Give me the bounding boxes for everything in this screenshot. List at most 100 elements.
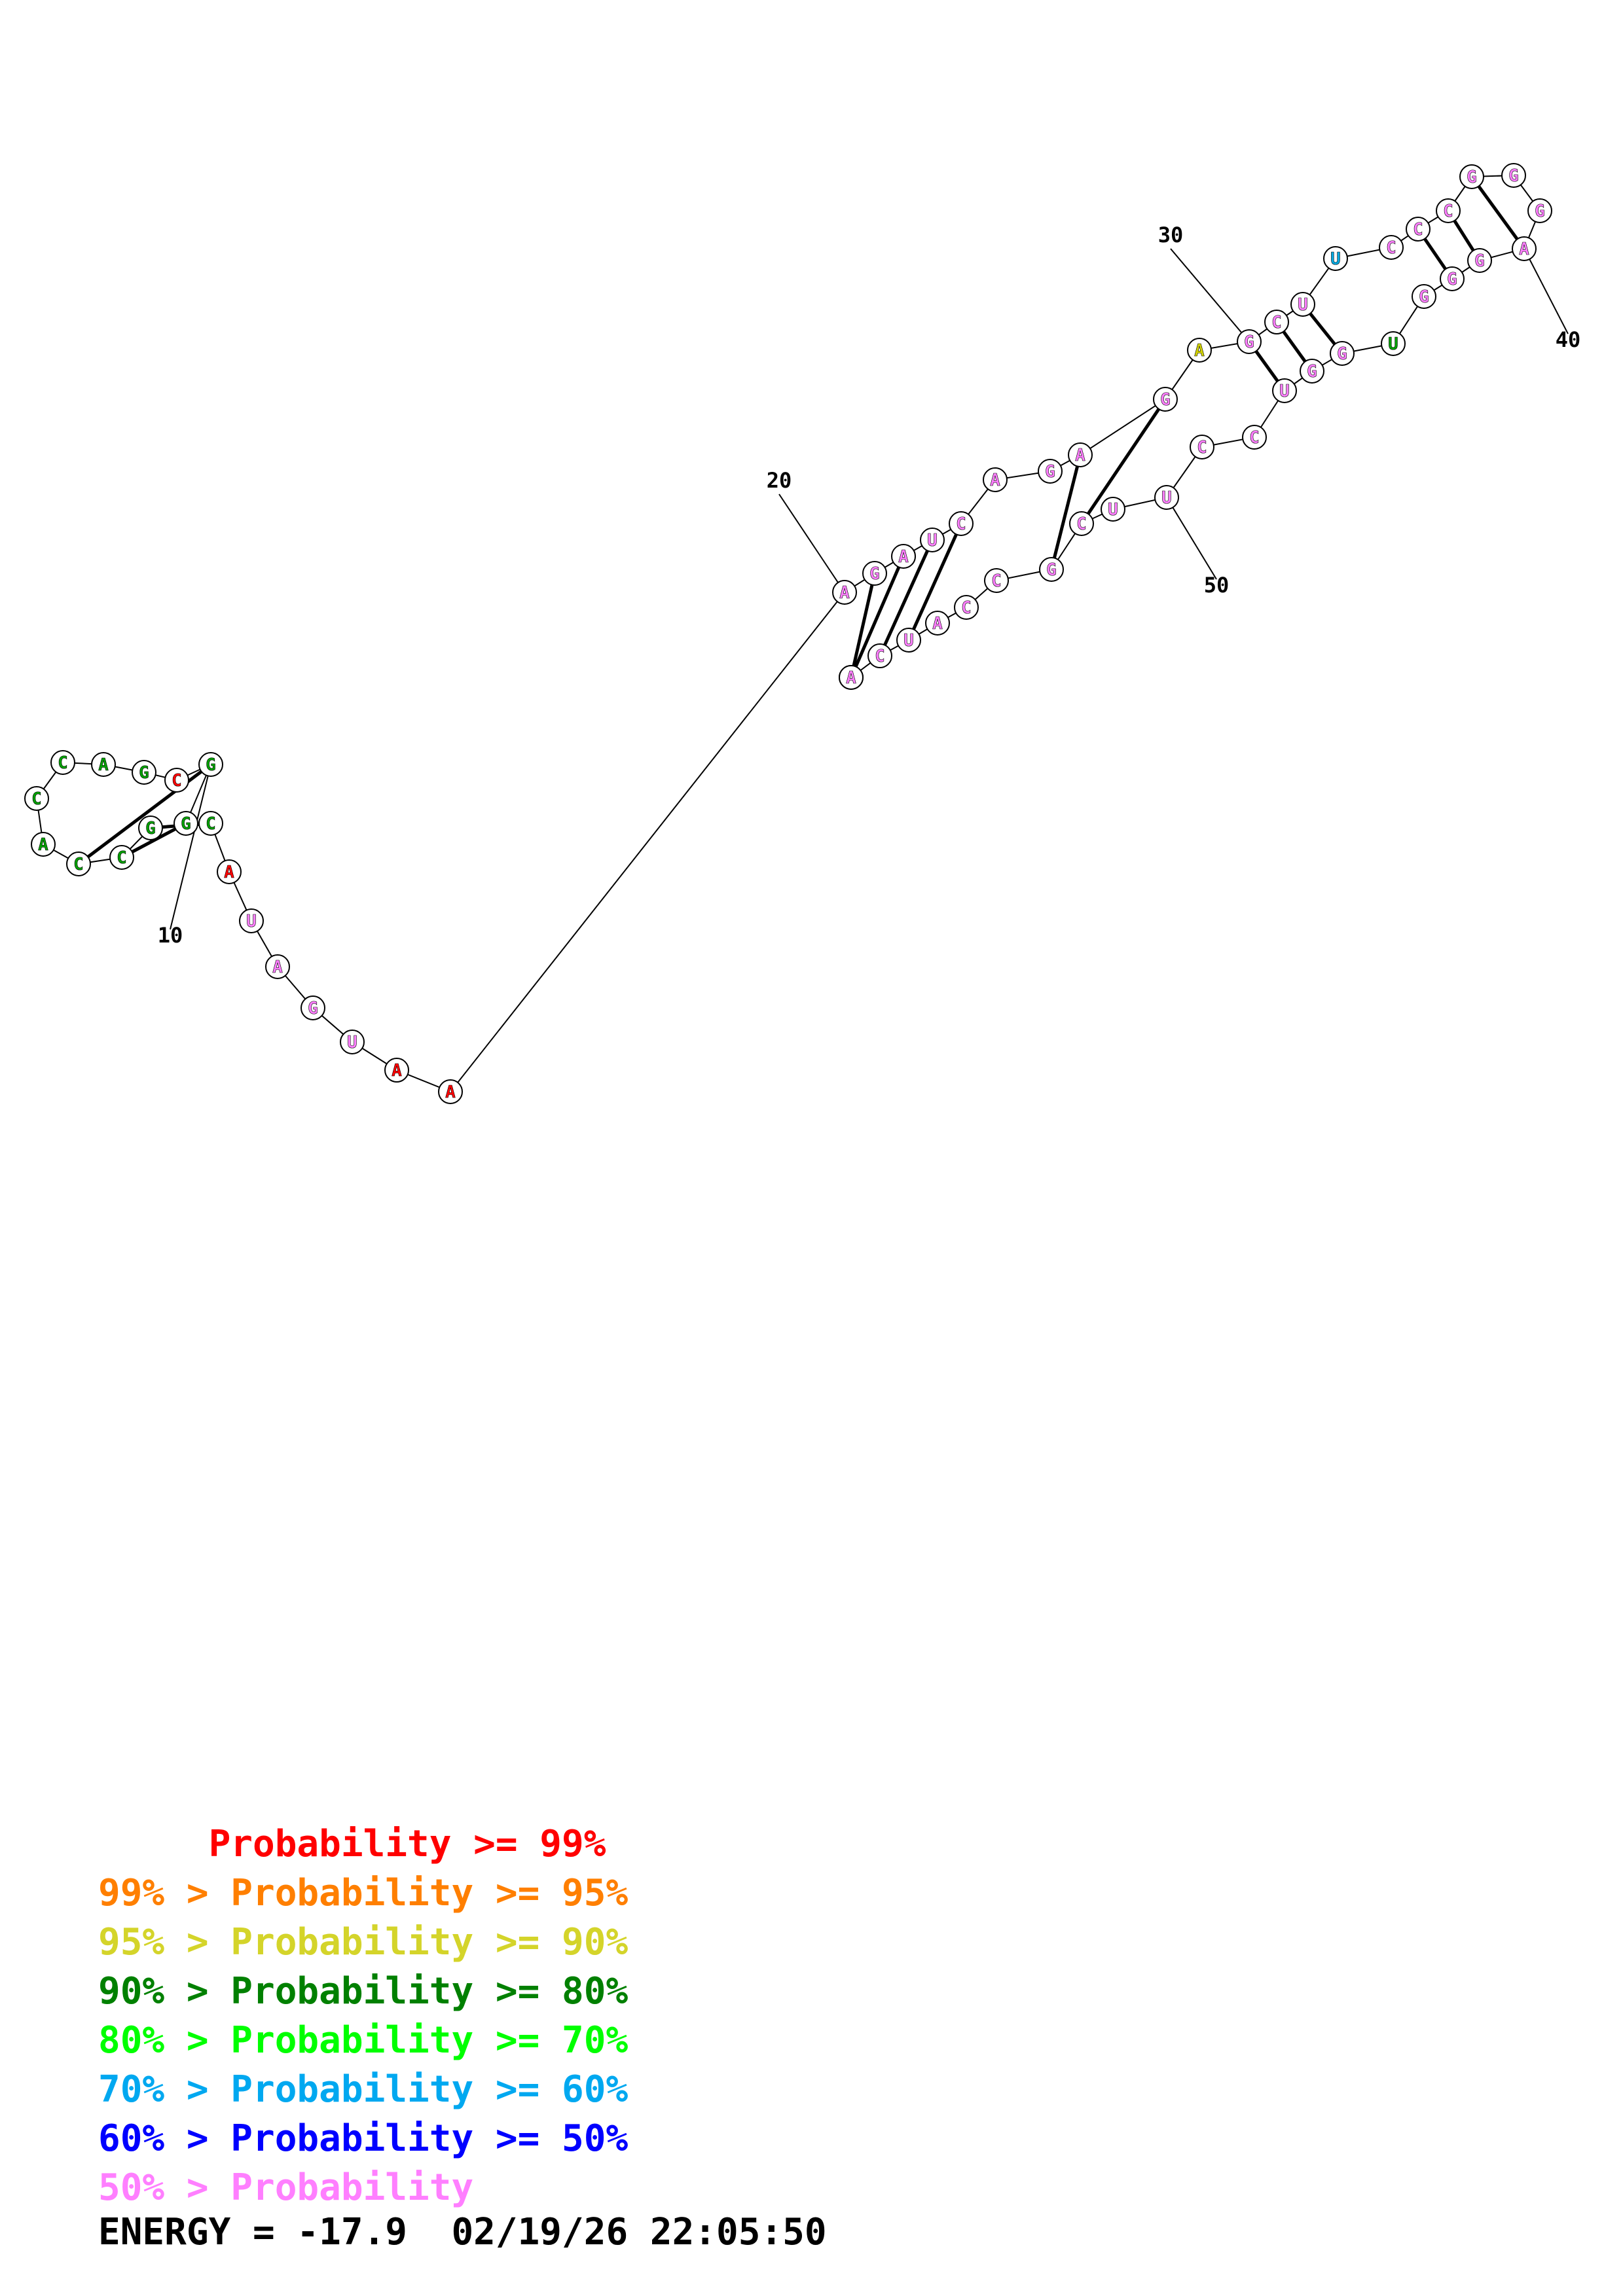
nucleotide: G	[862, 561, 887, 586]
index-label: 40	[1556, 327, 1581, 352]
nucleotide-letter: C	[31, 789, 42, 809]
nucleotide-circle	[1290, 292, 1315, 317]
index-leader-line	[1166, 497, 1217, 580]
energy-readout: ENERGY = -17.9 02/19/26 22:05:50	[98, 2211, 827, 2253]
nucleotide-letter: U	[903, 631, 914, 651]
nucleotide: G	[198, 752, 223, 777]
nucleotide: G	[1300, 359, 1324, 384]
nucleotide-letter: G	[1447, 270, 1457, 289]
nucleotide-letter: U	[1330, 249, 1341, 269]
index-leader-line	[778, 493, 845, 593]
nucleotide-letter: G	[1419, 287, 1429, 307]
nucleotide: C	[109, 845, 134, 870]
nucleotide-letter: G	[139, 763, 149, 783]
nucleotide-circle	[1264, 310, 1289, 334]
nucleotide-circle	[1501, 163, 1526, 188]
nucleotide-circle	[984, 568, 1009, 593]
nucleotide: A	[265, 954, 290, 979]
nucleotide-circle	[1153, 387, 1178, 412]
nucleotide: G	[1237, 329, 1262, 354]
nucleotide: A	[217, 859, 242, 884]
nucleotide-circle	[1330, 341, 1355, 366]
nucleotide-circle	[891, 544, 916, 569]
index-leader-line	[1170, 248, 1250, 342]
nucleotide-letter: G	[308, 999, 318, 1018]
nucleotide: C	[954, 595, 979, 620]
nucleotide: C	[1242, 425, 1267, 450]
nucleotide: G	[1467, 248, 1492, 273]
nucleotide: A	[31, 832, 56, 857]
base-pair-line	[878, 539, 934, 657]
nucleotide-letter: A	[932, 614, 943, 634]
nucleotide: U	[920, 528, 945, 552]
index-leader-line	[1523, 248, 1569, 334]
nucleotide-letter: C	[1271, 313, 1282, 332]
base-pair-line	[1049, 454, 1082, 570]
nucleotide-letter: U	[927, 531, 938, 550]
nucleotide-circle	[920, 528, 945, 552]
nucleotide-letter: U	[347, 1033, 357, 1052]
nucleotide-circle	[1237, 329, 1262, 354]
base-pair-line	[1080, 398, 1167, 525]
nucleotide-letter: C	[1443, 202, 1453, 221]
nucleotide: A	[983, 467, 1008, 492]
nucleotide: A	[438, 1079, 463, 1104]
nucleotide-letter: G	[1535, 202, 1545, 221]
nucleotide-circle	[1101, 497, 1125, 522]
nucleotide: G	[1412, 284, 1436, 309]
nucleotide-circle	[1527, 198, 1552, 223]
nucleotide-letter: A	[38, 835, 48, 855]
nucleotide: U	[1323, 246, 1348, 271]
nucleotide: A	[1068, 442, 1093, 467]
backbone-segment	[450, 592, 845, 1092]
nucleotide: C	[1264, 310, 1289, 334]
nucleotide-letter: G	[1307, 362, 1317, 382]
nucleotide: U	[1381, 331, 1406, 356]
nucleotide-letter: C	[1197, 438, 1207, 457]
index-label: 10	[158, 923, 183, 948]
nucleotide-letter: G	[1474, 251, 1485, 271]
nucleotide: C	[164, 768, 189, 793]
nucleotide: C	[24, 786, 49, 811]
nucleotide-letter: U	[1298, 295, 1308, 315]
nucleotide-circle	[217, 859, 242, 884]
nucleotide: G	[138, 816, 163, 840]
nucleotide-circle	[91, 752, 116, 777]
nucleotide-circle	[138, 816, 163, 840]
legend-line-2: 99% > Probability >= 95%	[98, 1872, 629, 1914]
nucleotide: U	[340, 1030, 365, 1054]
nucleotide-circle	[1512, 236, 1537, 261]
base-pair-line	[907, 522, 963, 641]
nucleotide-circle	[1440, 266, 1465, 291]
nucleotide-circle	[1068, 442, 1093, 467]
nucleotide-circle	[1242, 425, 1267, 450]
nucleotide-circle	[1069, 511, 1094, 536]
nucleotide-circle	[265, 954, 290, 979]
backbone-segment	[1080, 399, 1166, 456]
nucleotide: A	[891, 544, 916, 569]
legend-line-3: 95% > Probability >= 90%	[98, 1921, 629, 1964]
nucleotide: G	[132, 760, 156, 785]
nucleotide-circle	[867, 643, 892, 668]
nucleotide-circle	[438, 1079, 463, 1104]
nucleotide-letter: G	[1046, 560, 1057, 580]
nucleotide-circle	[301, 996, 325, 1020]
nucleotide: G	[1039, 557, 1064, 582]
nucleotide-letter: A	[98, 755, 109, 775]
nucleotide: C	[1190, 435, 1214, 459]
nucleotide: U	[1101, 497, 1125, 522]
nucleotide-circle	[832, 580, 857, 605]
nucleotide: A	[91, 752, 116, 777]
nucleotide: A	[925, 611, 950, 636]
nucleotide: U	[896, 628, 921, 653]
nucleotide-letter: C	[875, 647, 885, 666]
nucleotide-letter: C	[961, 598, 972, 618]
backbone-lines	[36, 175, 1541, 1092]
nucleotide-circle	[1039, 557, 1064, 582]
nucleotide-circle	[239, 908, 264, 933]
nucleotide-letter: A	[846, 668, 856, 688]
nucleotide-circle	[384, 1058, 409, 1083]
nucleotide-letter: G	[1467, 168, 1477, 187]
nucleotide-circle	[1272, 378, 1297, 403]
